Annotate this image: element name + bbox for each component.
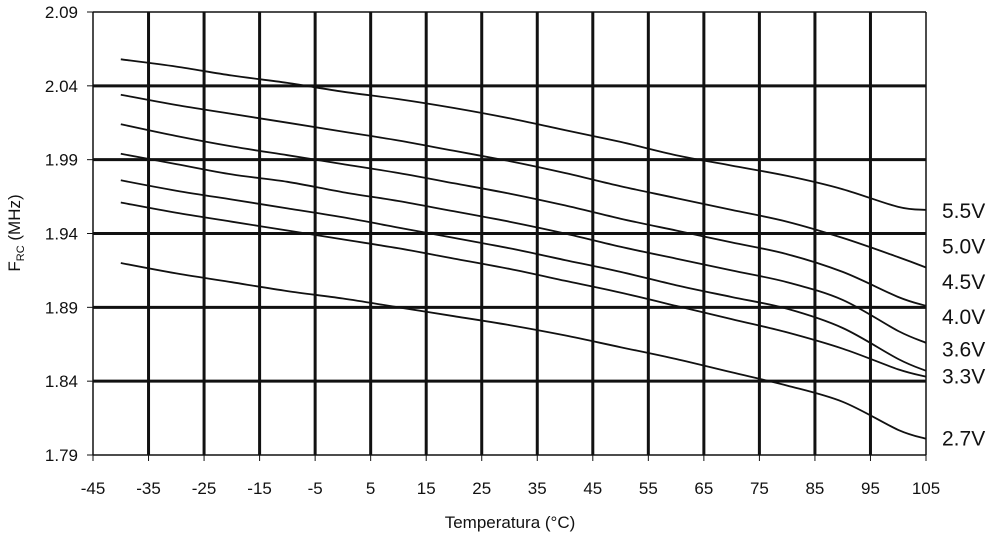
y-tick-label: 2.09	[45, 3, 78, 22]
y-tick-label: 1.89	[45, 298, 78, 317]
x-tick-label: 75	[750, 479, 769, 498]
series-line-4-5v	[120, 123, 927, 307]
x-tick-label: 5	[366, 479, 375, 498]
series-line-3-3v	[120, 201, 927, 378]
y-tick-label: 1.99	[45, 151, 78, 170]
y-tick-labels: 1.79 1.84 1.89 1.94 1.99 2.04 2.09	[45, 3, 78, 465]
x-tick-label: 35	[528, 479, 547, 498]
x-tick-label: -5	[308, 479, 323, 498]
series-label-3-6v: 3.6V	[942, 339, 985, 362]
x-tick-label: -35	[136, 479, 161, 498]
x-tick-label: 25	[472, 479, 491, 498]
series-line-5-0v	[120, 93, 927, 269]
series-line-5-5v	[120, 58, 927, 211]
x-tick-label: 85	[805, 479, 824, 498]
x-tick-label: 15	[417, 479, 436, 498]
y-axis-title-sub: RC	[15, 245, 27, 261]
y-tick-label: 2.04	[45, 77, 78, 96]
series-labels: 5.5V 5.0V 4.5V 4.0V 3.6V 3.3V 2.7V	[942, 200, 985, 450]
series-label-4-5v: 4.5V	[942, 271, 985, 294]
series-line-3-6v	[120, 179, 927, 372]
x-tick-label: -25	[192, 479, 217, 498]
x-tick-label: 105	[912, 479, 940, 498]
series-label-2-7v: 2.7V	[942, 427, 985, 450]
y-tick-label: 1.94	[45, 225, 78, 244]
x-tick-label: -45	[81, 479, 106, 498]
series-line-2-7v	[120, 262, 927, 440]
series-line-4-0v	[120, 152, 927, 344]
y-tick-label: 1.79	[45, 446, 78, 465]
y-tick-label: 1.84	[45, 372, 78, 391]
x-tick-label: 45	[583, 479, 602, 498]
x-tick-labels: -45 -35 -25 -15 -5 5 15 25 35 45 55 65 75 85 95 105	[81, 479, 940, 498]
grid	[93, 12, 926, 455]
x-axis-title: Temperatura (°C)	[445, 513, 576, 532]
series-label-3-3v: 3.3V	[942, 365, 985, 388]
series-lines	[120, 58, 927, 440]
y-axis-title-main: F	[5, 261, 24, 271]
series-label-5-5v: 5.5V	[942, 200, 985, 223]
x-tick-label: 65	[694, 479, 713, 498]
x-tick-label: 55	[639, 479, 658, 498]
series-label-5-0v: 5.0V	[942, 235, 985, 258]
axes	[87, 11, 927, 461]
x-tick-label: 95	[861, 479, 880, 498]
y-axis-title-unit: (MHz)	[5, 194, 24, 245]
series-label-4-0v: 4.0V	[942, 306, 985, 329]
y-axis-title: FRC (MHz)	[5, 194, 27, 271]
x-tick-label: -15	[247, 479, 272, 498]
